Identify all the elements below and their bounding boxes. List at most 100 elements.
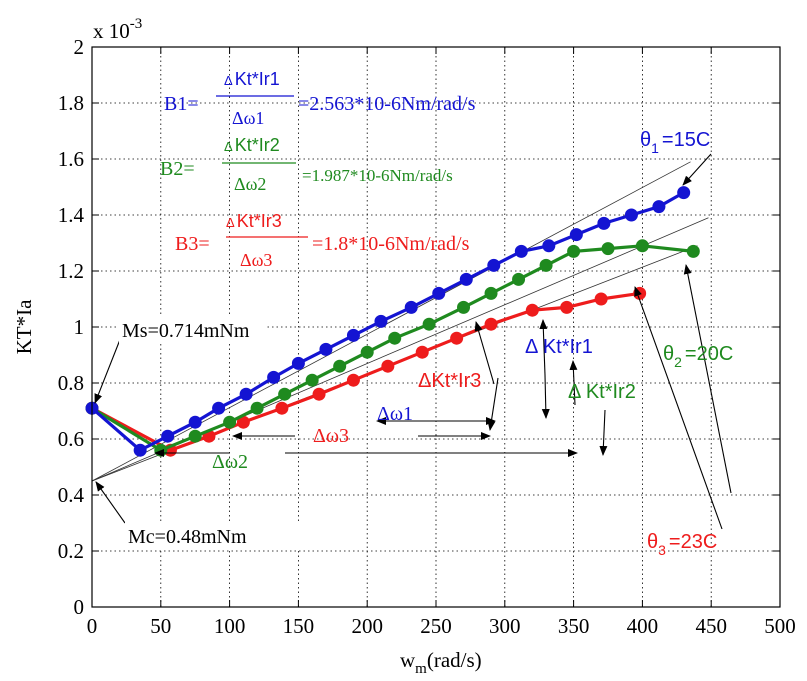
data-point-s2 bbox=[635, 239, 649, 253]
data-point-s1 bbox=[161, 429, 175, 443]
svg-text:=2.563*10-6Nm/rad/s: =2.563*10-6Nm/rad/s bbox=[298, 93, 476, 115]
annotation-arrow bbox=[599, 409, 608, 456]
data-point-s1 bbox=[212, 401, 226, 415]
x-tick-label: 0 bbox=[87, 614, 98, 638]
y-tick-label: 1.2 bbox=[58, 259, 84, 283]
data-point-s2 bbox=[188, 429, 202, 443]
x-tick-label: 250 bbox=[420, 614, 452, 638]
data-point-s1 bbox=[239, 387, 253, 401]
svg-text:B2=: B2= bbox=[160, 158, 195, 180]
data-point-s3 bbox=[415, 345, 429, 359]
y-tick-label: 1.8 bbox=[58, 91, 84, 115]
x-tick-label: 100 bbox=[214, 614, 246, 638]
annotation-arrow bbox=[474, 321, 495, 385]
data-point-s2 bbox=[422, 317, 436, 331]
mc-label-box bbox=[125, 522, 306, 550]
data-point-s1 bbox=[319, 342, 333, 356]
data-point-s2 bbox=[457, 300, 471, 314]
series-line-s1 bbox=[90, 191, 685, 453]
data-point-s2 bbox=[250, 401, 264, 415]
svg-text:=1.987*10-6Nm/rad/s: =1.987*10-6Nm/rad/s bbox=[302, 166, 453, 185]
data-point-s3 bbox=[236, 415, 250, 429]
data-point-s1 bbox=[404, 300, 418, 314]
annotation-arrow bbox=[94, 331, 124, 404]
data-point-s2 bbox=[484, 286, 498, 300]
theta3-label: θ3 =23C bbox=[647, 531, 717, 558]
data-point-s2 bbox=[223, 415, 237, 429]
y-axis-label: KT*Ia bbox=[12, 299, 36, 354]
data-point-s1 bbox=[432, 286, 446, 300]
data-point-s2 bbox=[539, 258, 553, 272]
axis-ticks: 0 50 100 150 200 250 300 350 400 450 500 0 0.2 0.4 0.6… bbox=[58, 35, 796, 638]
annotation-arrow bbox=[541, 374, 550, 419]
svg-text:ΔKt*Ir1: Δ Kt*Ir1 bbox=[224, 69, 280, 89]
b3-formula: B3= Δ Kt*Ir3 Δω3 =1.8*10-6Nm/rad/s bbox=[175, 211, 470, 270]
data-point-s1 bbox=[291, 356, 305, 370]
annotation-arrow bbox=[95, 481, 126, 524]
data-point-s1 bbox=[133, 443, 147, 457]
ms-label: Ms=0.714mNm bbox=[122, 320, 250, 342]
x-tick-label: 150 bbox=[283, 614, 315, 638]
data-point-s1 bbox=[677, 186, 691, 200]
x-tick-label: 200 bbox=[351, 614, 383, 638]
data-point-s3 bbox=[484, 317, 498, 331]
delta-kt-ir1-label: Δ Kt*Ir1 bbox=[525, 336, 593, 358]
y-tick-label: 0.4 bbox=[58, 483, 85, 507]
annotation-arrow bbox=[539, 319, 548, 376]
delta-kt-ir3-label: ΔKt*Ir3 bbox=[418, 370, 481, 392]
delta-omega2-label: Δω2 bbox=[212, 451, 248, 473]
annotation-arrows bbox=[94, 153, 732, 530]
b1-formula: B1= Δ Kt*Ir1 Δω1 =2.563*10-6Nm/rad/s bbox=[164, 69, 476, 128]
data-point-s1 bbox=[487, 258, 501, 272]
data-point-s2 bbox=[154, 443, 168, 457]
data-point-s1 bbox=[374, 314, 388, 328]
data-point-s3 bbox=[450, 331, 464, 345]
annotation-arrow bbox=[569, 360, 578, 406]
data-point-s1 bbox=[597, 216, 611, 230]
data-point-s1 bbox=[346, 328, 360, 342]
data-point-s1 bbox=[542, 239, 556, 253]
y-tick-label: 0.2 bbox=[58, 539, 84, 563]
b2-formula: B2= Δ Kt*Ir2 Δω2 =1.987*10-6Nm/rad/s bbox=[160, 135, 453, 194]
theta1-label: θ1 =15C bbox=[640, 129, 710, 156]
data-point-s2 bbox=[601, 242, 615, 256]
delta-omega3-label: Δω3 bbox=[313, 425, 349, 447]
y-tick-label: 1 bbox=[74, 315, 85, 339]
y-tick-label: 0 bbox=[74, 595, 85, 619]
svg-text:Δω3: Δω3 bbox=[240, 250, 272, 270]
data-point-s1 bbox=[514, 244, 528, 258]
data-point-s1 bbox=[624, 208, 638, 222]
x-tick-label: 500 bbox=[764, 614, 796, 638]
y-tick-label: 2 bbox=[74, 35, 85, 59]
svg-text:Δω1: Δω1 bbox=[232, 108, 264, 128]
x-tick-label: 50 bbox=[150, 614, 171, 638]
data-point-s3 bbox=[525, 303, 539, 317]
data-point-s2 bbox=[388, 331, 402, 345]
annotation-arrow bbox=[634, 286, 723, 530]
x-tick-label: 400 bbox=[627, 614, 659, 638]
data-point-s2 bbox=[333, 359, 347, 373]
data-point-s3 bbox=[381, 359, 395, 373]
y-tick-label: 0.6 bbox=[58, 427, 84, 451]
y-tick-label: 0.8 bbox=[58, 371, 84, 395]
x-tick-label: 350 bbox=[558, 614, 590, 638]
data-point-s1 bbox=[267, 370, 281, 384]
svg-text:ΔKt*Ir2: Δ Kt*Ir2 bbox=[224, 135, 280, 155]
data-point-s3 bbox=[312, 387, 326, 401]
series-layer bbox=[85, 186, 700, 457]
x-tick-label: 450 bbox=[695, 614, 727, 638]
y-tick-label: 1.4 bbox=[58, 203, 85, 227]
data-point-s1 bbox=[459, 272, 473, 286]
ms-label-box bbox=[119, 316, 267, 344]
mc-label: Mc=0.48mNm bbox=[128, 526, 247, 548]
data-point-s2 bbox=[686, 244, 700, 258]
svg-text:B1=: B1= bbox=[164, 93, 199, 115]
svg-text:ΔKt*Ir3: Δ Kt*Ir3 bbox=[226, 211, 282, 231]
annotation-arrow bbox=[487, 377, 499, 431]
data-point-s1 bbox=[188, 415, 202, 429]
data-point-s2 bbox=[305, 373, 319, 387]
data-point-s3 bbox=[560, 300, 574, 314]
data-point-s1 bbox=[652, 200, 666, 214]
data-point-s2 bbox=[278, 387, 292, 401]
